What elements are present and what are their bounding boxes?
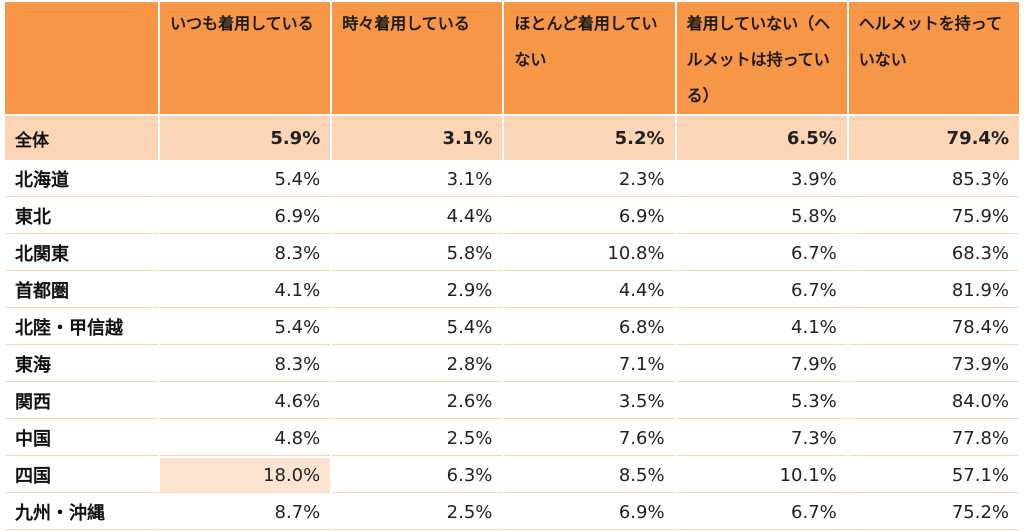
table-cell: 2.6%: [332, 384, 503, 419]
table-cell: 85.3%: [848, 162, 1019, 197]
table-row: 北陸・甲信越 5.4% 5.4% 6.8% 4.1% 78.4%: [5, 310, 1019, 345]
table-cell: 6.9%: [504, 495, 675, 530]
table-cell: 7.9%: [676, 347, 847, 382]
table-cell: 18.0%: [160, 458, 331, 493]
table-cell: 3.1%: [332, 162, 503, 197]
table-cell: 4.1%: [160, 273, 331, 308]
table-cell: 79.4%: [848, 116, 1019, 160]
row-label: 関西: [5, 384, 159, 419]
row-label: 九州・沖縄: [5, 495, 159, 530]
table-row: 九州・沖縄 8.7% 2.5% 6.9% 6.7% 75.2%: [5, 495, 1019, 530]
row-label: 北関東: [5, 236, 159, 271]
table-cell: 6.5%: [676, 116, 847, 160]
table-cell: 6.3%: [332, 458, 503, 493]
table-cell: 81.9%: [848, 273, 1019, 308]
row-label: 中国: [5, 421, 159, 456]
table-cell: 2.5%: [332, 495, 503, 530]
header-cell-rarely: ほとんど着用していない: [504, 2, 675, 114]
row-label: 全体: [5, 116, 159, 160]
table-cell: 78.4%: [848, 310, 1019, 345]
row-label: 北海道: [5, 162, 159, 197]
table-cell: 7.3%: [676, 421, 847, 456]
table-cell: 73.9%: [848, 347, 1019, 382]
row-label: 北陸・甲信越: [5, 310, 159, 345]
header-cell-sometimes: 時々着用している: [332, 2, 503, 114]
table-cell: 2.5%: [332, 421, 503, 456]
table-cell: 8.7%: [160, 495, 331, 530]
table-cell: 5.9%: [160, 116, 331, 160]
table-row: 関西 4.6% 2.6% 3.5% 5.3% 84.0%: [5, 384, 1019, 419]
table-cell: 5.8%: [332, 236, 503, 271]
table-cell: 5.8%: [676, 199, 847, 234]
table-row: 首都圏 4.1% 2.9% 4.4% 6.7% 81.9%: [5, 273, 1019, 308]
table-row: 東北 6.9% 4.4% 6.9% 5.8% 75.9%: [5, 199, 1019, 234]
table-cell: 4.1%: [676, 310, 847, 345]
total-row: 全体 5.9% 3.1% 5.2% 6.5% 79.4%: [5, 116, 1019, 160]
header-cell-always: いつも着用している: [160, 2, 331, 114]
table-cell: 2.3%: [504, 162, 675, 197]
table-cell: 6.7%: [676, 273, 847, 308]
table-row: 東海 8.3% 2.8% 7.1% 7.9% 73.9%: [5, 347, 1019, 382]
table-cell: 5.4%: [332, 310, 503, 345]
table-cell: 57.1%: [848, 458, 1019, 493]
table-cell: 6.8%: [504, 310, 675, 345]
table-cell: 3.9%: [676, 162, 847, 197]
table-row: 四国 18.0% 6.3% 8.5% 10.1% 57.1%: [5, 458, 1019, 493]
table-cell: 8.3%: [160, 236, 331, 271]
header-cell-corner: [5, 2, 159, 114]
table-row: 中国 4.8% 2.5% 7.6% 7.3% 77.8%: [5, 421, 1019, 456]
table-cell: 2.8%: [332, 347, 503, 382]
table-cell: 8.3%: [160, 347, 331, 382]
header-cell-not-wearing-owns: 着用していない（ヘルメットは持っている）: [676, 2, 847, 114]
table-cell: 3.1%: [332, 116, 503, 160]
table-cell: 5.3%: [676, 384, 847, 419]
table-cell: 3.5%: [504, 384, 675, 419]
table-cell: 10.1%: [676, 458, 847, 493]
table-cell: 2.9%: [332, 273, 503, 308]
table-cell: 5.2%: [504, 116, 675, 160]
table-cell: 6.9%: [504, 199, 675, 234]
table-cell: 4.6%: [160, 384, 331, 419]
table-cell: 4.8%: [160, 421, 331, 456]
table-cell: 77.8%: [848, 421, 1019, 456]
table-cell: 5.4%: [160, 162, 331, 197]
row-label: 東北: [5, 199, 159, 234]
table-row: 北海道 5.4% 3.1% 2.3% 3.9% 85.3%: [5, 162, 1019, 197]
helmet-usage-table: いつも着用している 時々着用している ほとんど着用していない 着用していない（ヘ…: [3, 0, 1021, 532]
row-label: 首都圏: [5, 273, 159, 308]
table-cell: 5.4%: [160, 310, 331, 345]
table-cell: 4.4%: [332, 199, 503, 234]
table-row: 北関東 8.3% 5.8% 10.8% 6.7% 68.3%: [5, 236, 1019, 271]
table-cell: 10.8%: [504, 236, 675, 271]
table-cell: 75.9%: [848, 199, 1019, 234]
table-cell: 4.4%: [504, 273, 675, 308]
row-label: 四国: [5, 458, 159, 493]
table-cell: 8.5%: [504, 458, 675, 493]
row-label: 東海: [5, 347, 159, 382]
header-row: いつも着用している 時々着用している ほとんど着用していない 着用していない（ヘ…: [5, 2, 1019, 114]
table-cell: 84.0%: [848, 384, 1019, 419]
header-cell-no-helmet: ヘルメットを持っていない: [848, 2, 1019, 114]
table-cell: 6.7%: [676, 236, 847, 271]
table-cell: 7.6%: [504, 421, 675, 456]
table-cell: 68.3%: [848, 236, 1019, 271]
table-cell: 7.1%: [504, 347, 675, 382]
table-cell: 6.9%: [160, 199, 331, 234]
table-cell: 75.2%: [848, 495, 1019, 530]
table-cell: 6.7%: [676, 495, 847, 530]
